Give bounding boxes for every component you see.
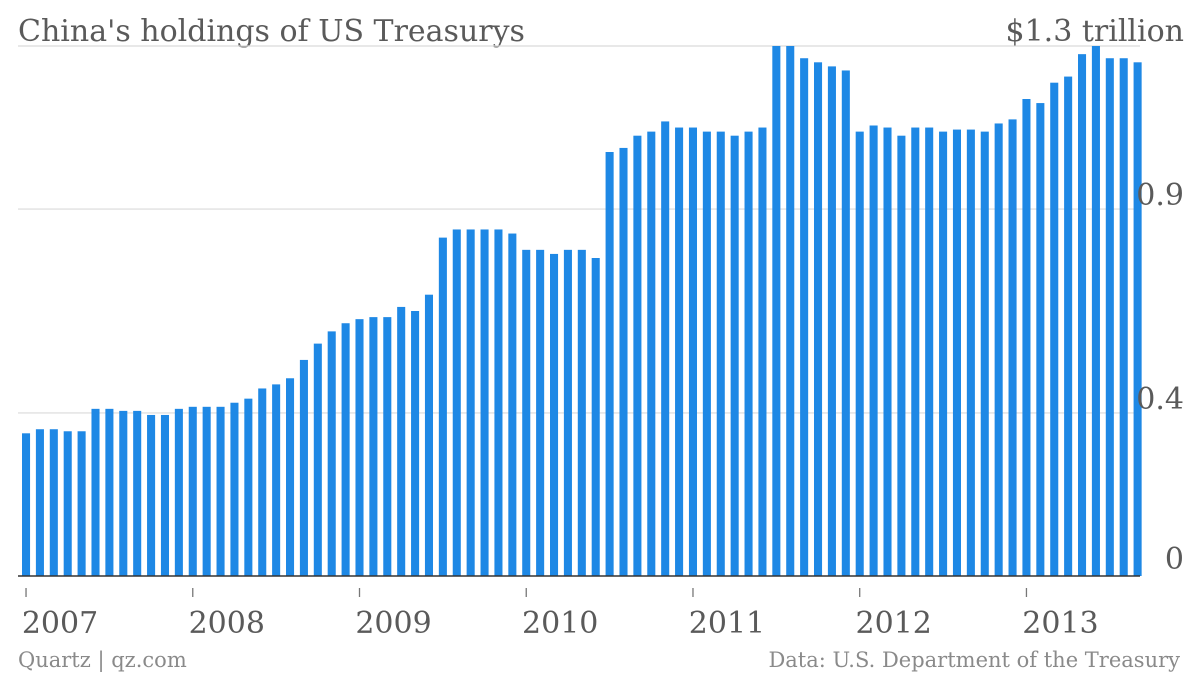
bar [1008,119,1017,576]
bar [160,414,170,576]
bar [383,317,392,576]
bar [480,229,489,576]
bar [619,147,628,576]
bar [605,152,614,576]
bar [1078,54,1087,576]
chart-title: China's holdings of US Treasurys [18,14,525,49]
y-tick-label: $1.3 trillion [1006,14,1185,49]
bar [299,359,308,576]
bar [397,306,406,576]
bar [202,406,211,576]
bar [814,62,823,577]
bar [661,121,670,576]
bar [424,294,434,576]
bar [633,135,642,576]
bar [1050,82,1059,576]
bar [675,127,684,577]
bar [105,408,114,576]
y-tick-label: 0 [1165,542,1184,577]
bar [508,233,517,577]
bar [341,323,350,576]
x-tick-label: 2008 [189,606,265,641]
y-axis-ticks: $1.3 trillion 0.9 0.4 0 [1006,14,1185,577]
bar [786,46,795,576]
bar [174,408,183,576]
bar [758,127,767,577]
bar [827,66,836,576]
bar [258,388,267,576]
y-tick-label: 0.4 [1136,382,1184,417]
x-tick-label: 2007 [22,606,98,641]
bar [550,253,559,576]
bar [1105,58,1114,576]
bar [772,46,781,576]
bar [883,127,892,577]
bar [327,331,336,576]
bar [452,229,461,576]
bar [133,410,142,576]
bar [22,433,31,576]
bar [494,229,503,576]
bar [411,311,420,576]
x-tick-label: 2013 [1022,606,1098,641]
bar [438,237,447,576]
bar [63,431,72,576]
bar [841,70,850,576]
bar [647,131,656,576]
bar [744,131,753,576]
y-tick-label: 0.9 [1136,178,1184,213]
bar [272,384,281,576]
x-tick-label: 2010 [522,606,598,641]
bar [952,129,962,577]
x-tick-label: 2011 [689,606,765,641]
bar [230,402,239,576]
bar [286,378,295,576]
bar [897,135,906,576]
bar [1036,103,1045,577]
bar [91,408,100,576]
bar [119,410,128,576]
bar [1022,99,1031,576]
x-tick-label: 2009 [355,606,431,641]
bar [369,317,378,576]
bar [35,429,44,576]
bar [800,58,809,576]
bar [911,127,920,577]
bar [702,131,711,576]
source-left: Quartz | qz.com [18,648,187,673]
bars [22,46,1142,577]
bar [730,135,739,576]
bar [925,127,934,577]
bar [966,129,975,577]
bar [1133,62,1142,577]
bar [980,131,989,576]
bar [536,249,545,576]
bar [313,343,322,576]
bar [577,249,586,576]
bar [688,127,698,577]
bar [591,258,600,576]
bar [563,249,572,576]
bar [522,249,531,576]
x-axis-ticks: 2007 2008 2009 2010 2011 2012 2013 [22,588,1099,641]
bar [216,406,225,576]
bar [147,414,156,576]
bar [939,131,948,576]
bar [1091,46,1100,576]
bar [994,123,1003,576]
x-tick-label: 2012 [856,606,932,641]
bar [1119,58,1128,576]
bar [244,398,253,576]
bar [1064,76,1073,577]
bar [77,431,86,576]
bar [466,229,475,576]
bar [716,131,725,576]
bar [855,131,864,576]
bar [355,319,364,576]
bar [869,125,878,576]
bar [49,429,58,576]
source-right: Data: U.S. Department of the Treasury [768,648,1180,672]
bar [188,406,197,576]
